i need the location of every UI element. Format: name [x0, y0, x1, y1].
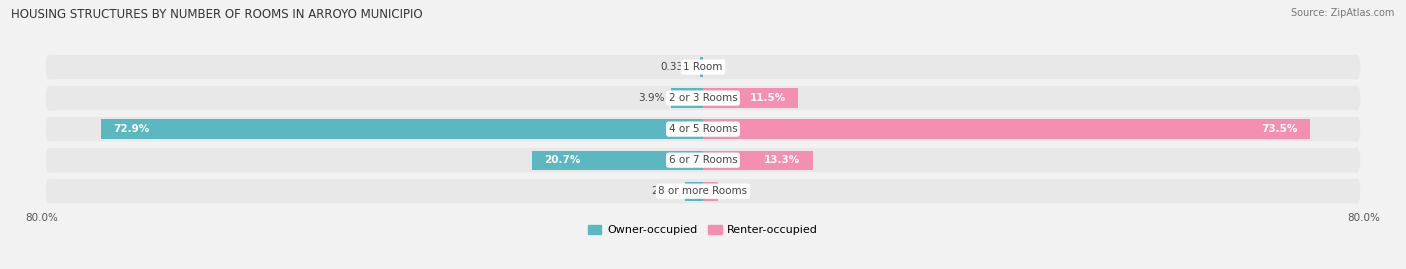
- FancyBboxPatch shape: [49, 179, 1357, 203]
- Bar: [101, 119, 703, 139]
- Bar: [703, 119, 1310, 139]
- FancyBboxPatch shape: [49, 148, 1357, 172]
- Text: 11.5%: 11.5%: [749, 93, 786, 103]
- Bar: [703, 151, 813, 170]
- Text: 20.7%: 20.7%: [544, 155, 581, 165]
- Circle shape: [1353, 148, 1360, 172]
- FancyBboxPatch shape: [49, 55, 1357, 79]
- Circle shape: [46, 179, 53, 203]
- Text: 72.9%: 72.9%: [114, 124, 149, 134]
- Text: 0.33%: 0.33%: [661, 62, 693, 72]
- Bar: [703, 89, 799, 108]
- Text: 4 or 5 Rooms: 4 or 5 Rooms: [669, 124, 737, 134]
- Circle shape: [46, 55, 53, 79]
- Text: 2.2%: 2.2%: [652, 186, 678, 196]
- Bar: [700, 57, 703, 77]
- Circle shape: [46, 86, 53, 110]
- Text: Source: ZipAtlas.com: Source: ZipAtlas.com: [1291, 8, 1395, 18]
- Bar: [531, 151, 703, 170]
- Text: 73.5%: 73.5%: [1261, 124, 1298, 134]
- Circle shape: [1353, 179, 1360, 203]
- Bar: [671, 89, 703, 108]
- Text: 2 or 3 Rooms: 2 or 3 Rooms: [669, 93, 737, 103]
- Legend: Owner-occupied, Renter-occupied: Owner-occupied, Renter-occupied: [583, 220, 823, 240]
- Circle shape: [1353, 117, 1360, 141]
- Text: HOUSING STRUCTURES BY NUMBER OF ROOMS IN ARROYO MUNICIPIO: HOUSING STRUCTURES BY NUMBER OF ROOMS IN…: [11, 8, 423, 21]
- FancyBboxPatch shape: [49, 86, 1357, 110]
- Text: 8 or more Rooms: 8 or more Rooms: [658, 186, 748, 196]
- Circle shape: [1353, 86, 1360, 110]
- Circle shape: [46, 117, 53, 141]
- Text: 3.9%: 3.9%: [638, 93, 664, 103]
- FancyBboxPatch shape: [49, 117, 1357, 141]
- Bar: [703, 182, 718, 201]
- Text: 1 Room: 1 Room: [683, 62, 723, 72]
- Circle shape: [1353, 55, 1360, 79]
- Circle shape: [46, 148, 53, 172]
- Text: 13.3%: 13.3%: [765, 155, 800, 165]
- Text: 1.8%: 1.8%: [724, 186, 751, 196]
- Bar: [685, 182, 703, 201]
- Text: 6 or 7 Rooms: 6 or 7 Rooms: [669, 155, 737, 165]
